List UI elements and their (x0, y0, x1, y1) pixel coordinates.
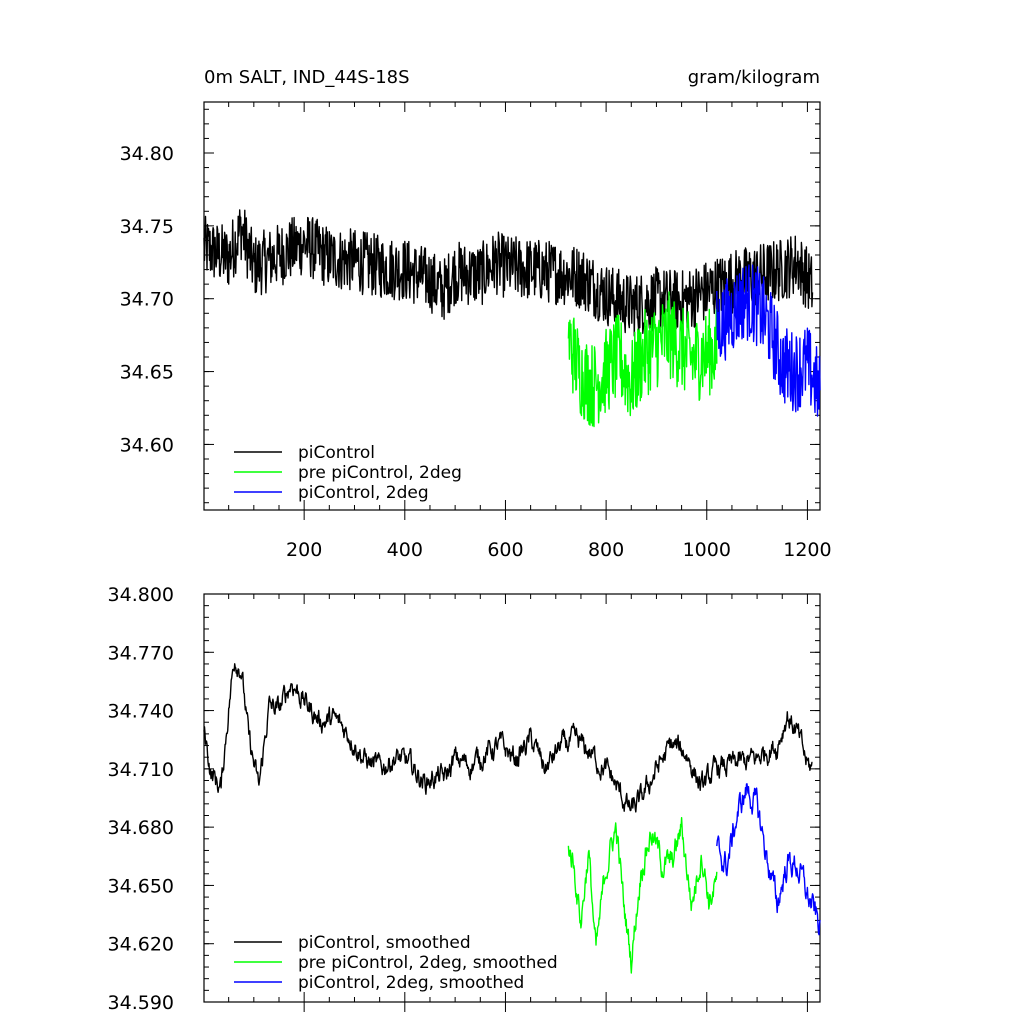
top-panel: 0m SALT, IND_44S-18S gram/kilogram 200 40… (120, 67, 832, 561)
top-series-line (203, 209, 814, 337)
top-ytick-label: 34.70 (120, 289, 174, 311)
bottom-legend: piControl, smoothed pre piControl, 2deg,… (234, 933, 558, 993)
bottom-ytick-label: 34.710 (108, 759, 174, 781)
bottom-ytick-label: 34.800 (108, 584, 174, 606)
top-chart-title: 0m SALT, IND_44S-18S (204, 67, 410, 88)
top-ytick-label: 34.75 (120, 216, 174, 238)
top-ytick-label: 34.80 (120, 143, 174, 165)
bottom-legend-label: piControl, 2deg, smoothed (298, 973, 524, 993)
top-ytick-label: 34.60 (120, 434, 174, 456)
bottom-series-line (203, 663, 813, 813)
top-series-line (567, 291, 718, 428)
bottom-ytick-label: 34.770 (108, 642, 174, 664)
bottom-series-line (716, 783, 821, 936)
top-legend-label: piControl (298, 443, 375, 463)
top-plot-frame (203, 101, 821, 511)
bottom-ytick-label: 34.620 (108, 934, 174, 956)
top-xtick-label: 800 (588, 539, 624, 561)
top-xtick-label: 1200 (783, 539, 831, 561)
top-legend-label: piControl, 2deg (298, 483, 429, 503)
bottom-legend-label: pre piControl, 2deg, smoothed (298, 953, 558, 973)
top-series-line (716, 264, 821, 417)
top-chart-units: gram/kilogram (688, 67, 820, 88)
bottom-ytick-label: 34.680 (108, 817, 174, 839)
top-legend: piControl pre piControl, 2deg piControl,… (234, 443, 462, 503)
top-ytick-label: 34.65 (120, 362, 174, 384)
bottom-plot-frame (203, 593, 821, 1003)
bottom-series-line (567, 817, 718, 974)
bottom-ytick-label: 34.590 (108, 992, 174, 1014)
bottom-panel: 34.590 34.620 34.650 34.680 34.710 34.740 34.7… (108, 584, 821, 1014)
bottom-ytick-label: 34.740 (108, 701, 174, 723)
bottom-ytick-label: 34.650 (108, 875, 174, 897)
top-xtick-label: 200 (286, 539, 322, 561)
top-legend-label: pre piControl, 2deg (298, 463, 462, 483)
bottom-legend-label: piControl, smoothed (298, 933, 471, 953)
top-xtick-label: 400 (387, 539, 423, 561)
top-xtick-label: 600 (487, 539, 523, 561)
top-xtick-label: 1000 (683, 539, 731, 561)
